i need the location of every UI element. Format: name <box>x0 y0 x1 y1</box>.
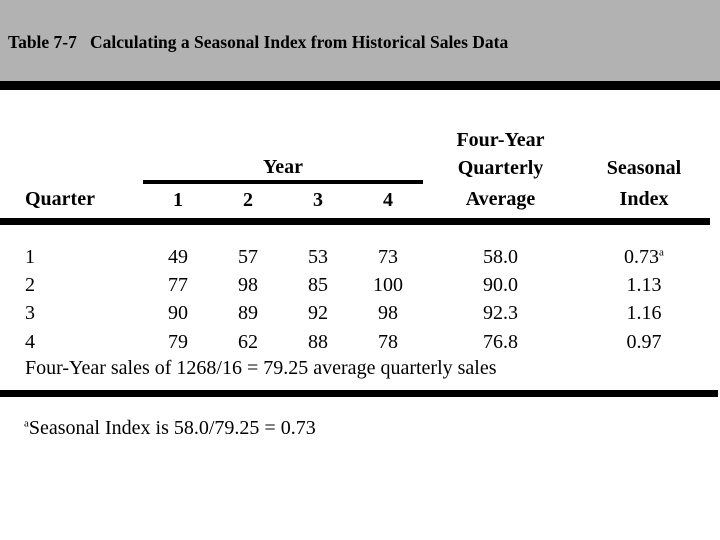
year-2-cell: 57 <box>238 245 258 268</box>
average-header-line-2: Quarterly <box>457 156 544 179</box>
header-body-divider-rule <box>0 218 710 225</box>
year-3-cell: 53 <box>308 245 328 268</box>
header-spacer <box>143 126 423 154</box>
table-header: Four-Year Year Quarterly Seasonal Quarte… <box>0 126 710 216</box>
year-3-cell: 85 <box>308 274 328 297</box>
seasonal-index-value: 0.97 <box>626 330 662 353</box>
year-1-cell: 90 <box>168 302 188 325</box>
header-row-2: Year Quarterly Seasonal <box>0 154 710 184</box>
header-row-1: Four-Year <box>0 126 710 154</box>
header-spacer <box>578 126 710 154</box>
seasonal-header-line-2: Index <box>619 187 669 210</box>
table-row: 3 90 89 92 98 92.3 1.16 <box>0 300 710 328</box>
footnote-marker: a <box>659 246 664 259</box>
year-4-cell: 98 <box>378 302 398 325</box>
table-body: 1 49 57 53 73 58.0 0.73a 2 77 98 85 100 … <box>0 243 710 357</box>
seasonal-index-cell: 1.13 <box>578 271 710 299</box>
footnote: aSeasonal Index is 58.0/79.25 = 0.73 <box>24 417 316 440</box>
title-divider-rule <box>0 81 720 90</box>
summary-line: Four-Year sales of 1268/16 = 79.25 avera… <box>25 357 497 379</box>
quarter-cell: 4 <box>25 330 35 353</box>
body-footnote-divider-rule <box>0 390 718 397</box>
header-spacer <box>0 154 143 182</box>
table-row: 1 49 57 53 73 58.0 0.73a <box>0 243 710 271</box>
quarter-cell: 2 <box>25 274 35 297</box>
footnote-superscript: a <box>24 417 29 430</box>
year-3-cell: 92 <box>308 302 328 325</box>
seasonal-index-cell: 1.16 <box>578 300 710 328</box>
slide-title: Table 7-7 Calculating a Seasonal Index f… <box>8 32 509 52</box>
year-2-column-header: 2 <box>243 188 253 211</box>
quarter-column-header: Quarter <box>25 187 95 210</box>
header-row-3: Quarter 1 2 3 4 Average Index <box>0 182 710 216</box>
year-1-cell: 77 <box>168 274 188 297</box>
year-1-cell: 49 <box>168 245 188 268</box>
quarter-cell: 1 <box>25 245 35 268</box>
seasonal-index-cell: 0.97 <box>578 328 710 356</box>
average-cell: 58.0 <box>483 245 518 268</box>
seasonal-index-cell: 0.73a <box>578 243 710 271</box>
year-2-cell: 98 <box>238 274 258 297</box>
average-cell: 90.0 <box>483 274 518 297</box>
average-cell: 76.8 <box>483 330 518 353</box>
quarter-cell: 3 <box>25 302 35 325</box>
year-4-cell: 100 <box>373 274 403 297</box>
average-header-line-1: Four-Year <box>456 128 545 151</box>
year-3-cell: 88 <box>308 330 328 353</box>
footnote-text: Seasonal Index is 58.0/79.25 = 0.73 <box>28 417 316 439</box>
year-3-column-header: 3 <box>313 188 323 211</box>
seasonal-index-value: 1.16 <box>626 302 662 325</box>
year-4-column-header: 4 <box>383 188 393 211</box>
title-band: Table 7-7 Calculating a Seasonal Index f… <box>0 0 720 81</box>
year-2-cell: 62 <box>238 330 258 353</box>
average-cell: 92.3 <box>483 302 518 325</box>
header-spacer <box>0 126 143 154</box>
table-row: 2 77 98 85 100 90.0 1.13 <box>0 271 710 299</box>
table-row: 4 79 62 88 78 76.8 0.97 <box>0 328 710 356</box>
seasonal-index-value: 0.73 <box>624 245 660 268</box>
year-1-column-header: 1 <box>173 188 183 211</box>
year-1-cell: 79 <box>168 330 188 353</box>
year-4-cell: 78 <box>378 330 398 353</box>
year-4-cell: 73 <box>378 245 398 268</box>
seasonal-header-line-1: Seasonal <box>606 156 682 179</box>
seasonal-index-value: 1.13 <box>626 274 662 297</box>
year-2-cell: 89 <box>238 302 258 325</box>
year-group-header: Year <box>143 154 423 184</box>
average-header-line-3: Average <box>465 187 536 210</box>
